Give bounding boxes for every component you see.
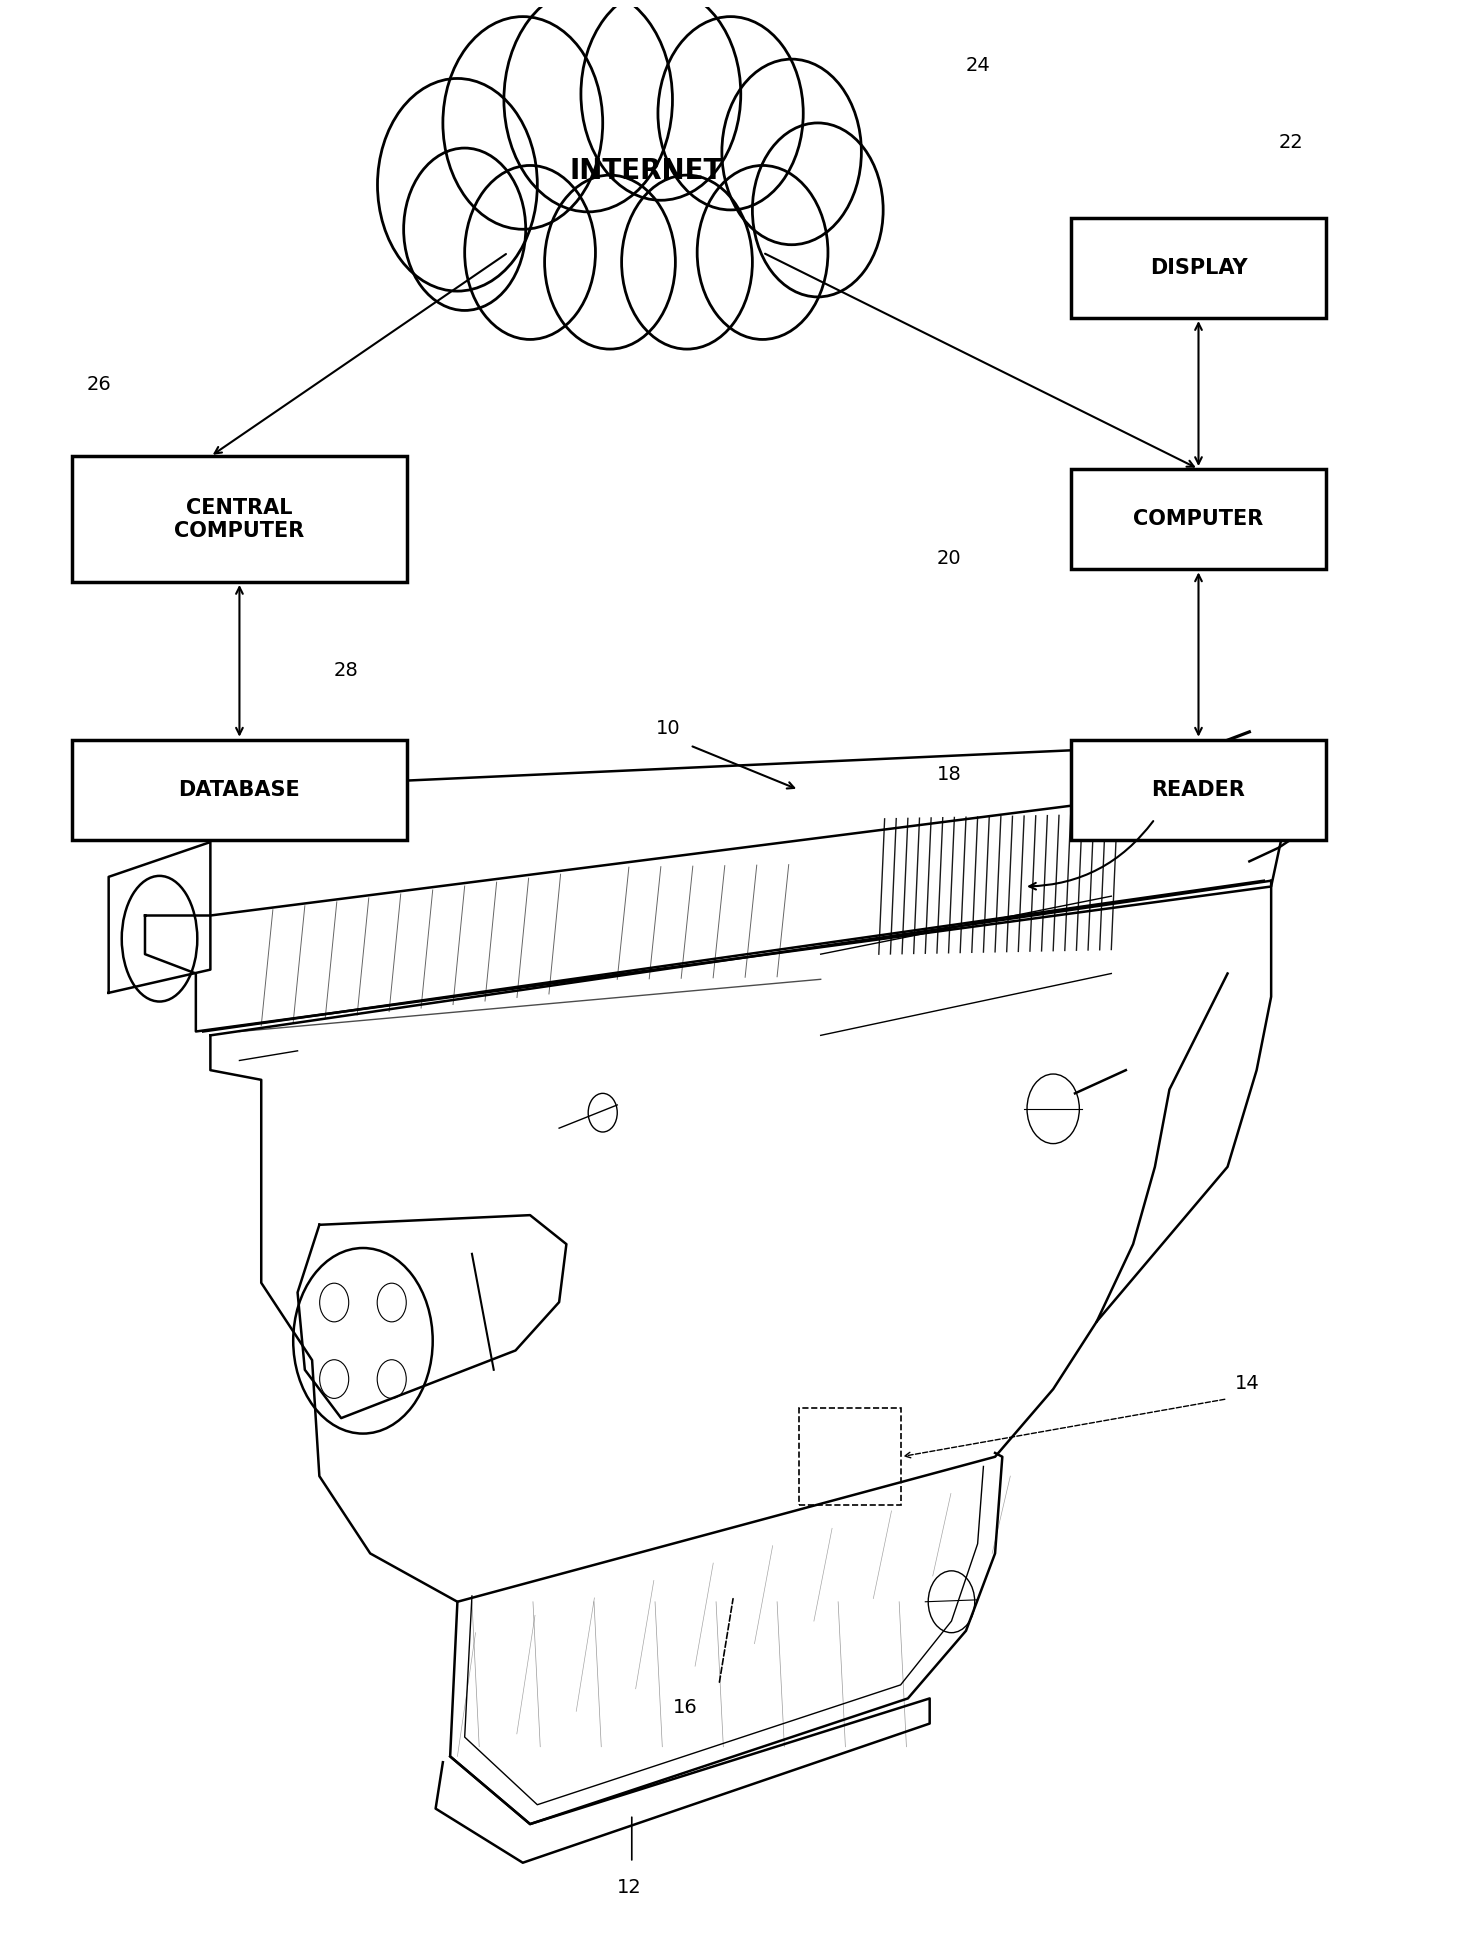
Circle shape xyxy=(657,18,804,210)
Circle shape xyxy=(753,123,883,296)
Circle shape xyxy=(503,0,672,212)
Bar xyxy=(800,1408,901,1505)
Text: DISPLAY: DISPLAY xyxy=(1150,257,1247,278)
Text: 28: 28 xyxy=(334,660,358,680)
Text: 14: 14 xyxy=(1235,1375,1260,1392)
Text: 10: 10 xyxy=(656,718,681,738)
Circle shape xyxy=(443,18,603,230)
Text: DATABASE: DATABASE xyxy=(179,781,301,800)
Circle shape xyxy=(403,148,525,310)
Circle shape xyxy=(377,78,537,292)
FancyBboxPatch shape xyxy=(1071,740,1326,839)
Circle shape xyxy=(581,0,741,201)
Text: 24: 24 xyxy=(965,56,990,74)
Text: 16: 16 xyxy=(672,1698,697,1717)
Text: 20: 20 xyxy=(937,549,961,567)
FancyBboxPatch shape xyxy=(72,740,406,839)
Text: READER: READER xyxy=(1152,781,1245,800)
Text: 22: 22 xyxy=(1278,132,1303,152)
Text: COMPUTER: COMPUTER xyxy=(1134,510,1263,530)
Text: CENTRAL
COMPUTER: CENTRAL COMPUTER xyxy=(175,498,305,541)
Circle shape xyxy=(622,175,753,349)
Text: INTERNET: INTERNET xyxy=(569,158,723,185)
Circle shape xyxy=(544,175,675,349)
FancyBboxPatch shape xyxy=(1071,218,1326,317)
Circle shape xyxy=(697,165,827,339)
Circle shape xyxy=(465,165,596,339)
FancyBboxPatch shape xyxy=(72,456,406,582)
Circle shape xyxy=(722,58,861,245)
Text: 12: 12 xyxy=(616,1879,641,1896)
Text: 26: 26 xyxy=(87,374,111,393)
Text: 18: 18 xyxy=(937,765,962,785)
FancyBboxPatch shape xyxy=(1071,469,1326,569)
